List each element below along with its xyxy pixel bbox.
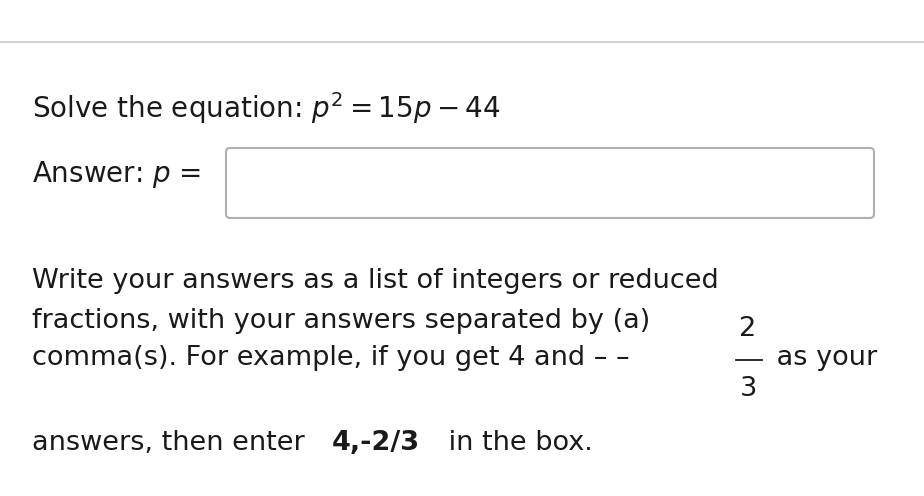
Text: Write your answers as a list of integers or reduced: Write your answers as a list of integers… (32, 268, 719, 294)
Text: Solve the equation: $p^2 = 15p - 44$: Solve the equation: $p^2 = 15p - 44$ (32, 90, 501, 126)
Text: 4,-2/3: 4,-2/3 (332, 430, 420, 456)
Text: 2: 2 (739, 316, 757, 342)
Text: 3: 3 (739, 376, 757, 402)
Text: answers, then enter: answers, then enter (32, 430, 313, 456)
Text: in the box.: in the box. (440, 430, 593, 456)
Text: as your: as your (768, 345, 877, 371)
Text: fractions, with your answers separated by (a): fractions, with your answers separated b… (32, 308, 650, 334)
Text: comma(s). For example, if you get 4 and – –: comma(s). For example, if you get 4 and … (32, 345, 629, 371)
FancyBboxPatch shape (226, 148, 874, 218)
Text: Answer: $p$ =: Answer: $p$ = (32, 160, 201, 190)
